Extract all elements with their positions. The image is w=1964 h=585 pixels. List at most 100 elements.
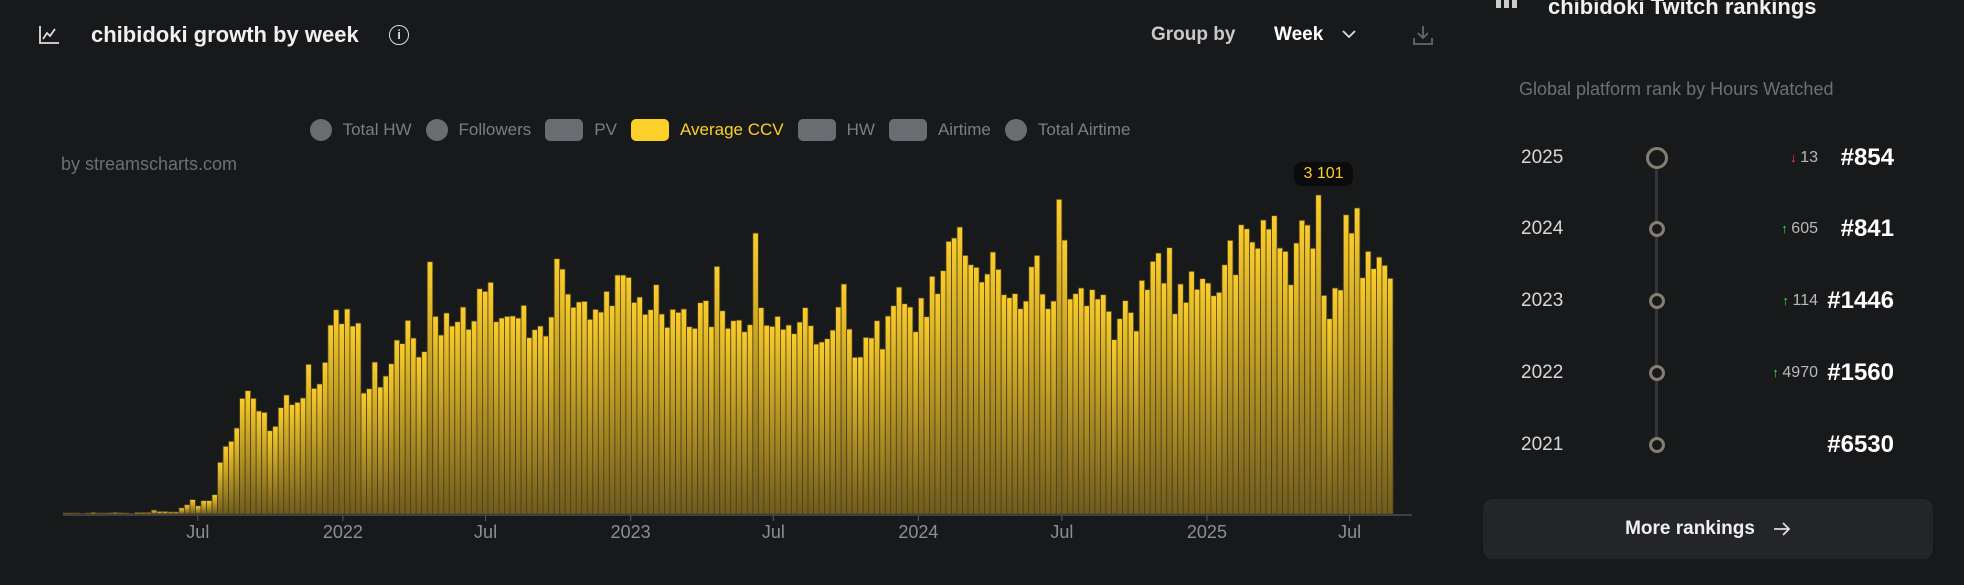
bar[interactable] xyxy=(884,315,892,515)
bar[interactable] xyxy=(355,322,362,515)
bar[interactable] xyxy=(730,320,737,515)
bar[interactable] xyxy=(1238,224,1245,515)
bar[interactable] xyxy=(691,327,699,515)
bar[interactable] xyxy=(537,325,544,515)
bar[interactable] xyxy=(95,512,103,515)
bar[interactable] xyxy=(879,348,886,515)
bar[interactable] xyxy=(327,324,334,515)
bar[interactable] xyxy=(978,281,986,515)
bar[interactable] xyxy=(735,319,743,515)
bar[interactable] xyxy=(1138,279,1146,515)
bar[interactable] xyxy=(178,507,185,515)
chevron-down-icon[interactable] xyxy=(1340,27,1358,41)
bar[interactable] xyxy=(250,397,257,515)
bar[interactable] xyxy=(217,461,224,515)
bar[interactable] xyxy=(586,318,594,515)
bar[interactable] xyxy=(1171,313,1179,515)
bar[interactable] xyxy=(161,511,169,515)
bar[interactable] xyxy=(1039,293,1046,515)
bar[interactable] xyxy=(846,328,853,515)
bar[interactable] xyxy=(570,306,577,515)
bar[interactable] xyxy=(1033,254,1041,515)
bar[interactable] xyxy=(1149,260,1157,515)
bar[interactable] xyxy=(344,308,351,515)
bar[interactable] xyxy=(636,296,643,515)
bar[interactable] xyxy=(84,512,91,515)
bar[interactable] xyxy=(746,324,754,515)
bar[interactable] xyxy=(1265,228,1272,515)
bar[interactable] xyxy=(923,316,930,515)
bar[interactable] xyxy=(785,324,792,515)
bar[interactable] xyxy=(658,313,665,515)
bar[interactable] xyxy=(90,512,97,515)
bar[interactable] xyxy=(780,328,787,515)
bar[interactable] xyxy=(1160,282,1168,515)
bar[interactable] xyxy=(940,270,947,515)
bar[interactable] xyxy=(614,274,621,515)
bar[interactable] xyxy=(619,274,627,515)
bar[interactable] xyxy=(338,323,345,515)
bar[interactable] xyxy=(1105,310,1112,515)
bar[interactable] xyxy=(768,325,776,515)
bar[interactable] xyxy=(73,512,80,515)
bar[interactable] xyxy=(675,311,682,515)
bar[interactable] xyxy=(553,258,561,515)
bar[interactable] xyxy=(1116,318,1123,515)
bar[interactable] xyxy=(752,232,759,515)
bar[interactable] xyxy=(305,363,312,515)
bar[interactable] xyxy=(1011,293,1019,515)
bar[interactable] xyxy=(244,390,252,515)
bar[interactable] xyxy=(1044,308,1052,515)
bar[interactable] xyxy=(653,284,660,515)
more-rankings-button[interactable]: More rankings xyxy=(1483,499,1933,559)
info-icon[interactable]: i xyxy=(389,25,409,45)
bar[interactable] xyxy=(150,509,158,515)
bar[interactable] xyxy=(851,356,859,515)
bar[interactable] xyxy=(487,281,494,515)
bar[interactable] xyxy=(410,337,417,515)
bar[interactable] xyxy=(945,240,952,515)
bar[interactable] xyxy=(802,307,809,515)
download-icon[interactable] xyxy=(1412,24,1434,46)
bar[interactable] xyxy=(101,512,108,515)
bar[interactable] xyxy=(603,290,610,515)
bar[interactable] xyxy=(228,440,235,515)
bar[interactable] xyxy=(1337,289,1344,515)
bar[interactable] xyxy=(1287,284,1295,515)
legend-item[interactable]: PV xyxy=(545,119,617,141)
bar[interactable] xyxy=(813,343,820,515)
bar[interactable] xyxy=(1365,250,1372,515)
bar[interactable] xyxy=(172,511,180,515)
bar[interactable] xyxy=(741,331,748,515)
bar[interactable] xyxy=(1177,283,1184,515)
bar[interactable] xyxy=(608,305,616,515)
bar[interactable] xyxy=(791,333,798,515)
bar[interactable] xyxy=(890,305,897,515)
legend-item[interactable]: Total Airtime xyxy=(1004,119,1130,141)
bar[interactable] xyxy=(934,293,941,515)
bar[interactable] xyxy=(592,308,599,515)
bar[interactable] xyxy=(973,266,980,515)
bar[interactable] xyxy=(520,304,527,515)
bar[interactable] xyxy=(426,261,434,515)
bar[interactable] xyxy=(1315,194,1322,515)
legend-item[interactable]: Average CCV xyxy=(630,119,784,141)
bar[interactable] xyxy=(399,343,406,515)
bar[interactable] xyxy=(421,351,428,515)
bar[interactable] xyxy=(112,512,119,515)
bar[interactable] xyxy=(895,286,903,515)
bar[interactable] xyxy=(669,308,676,515)
bar[interactable] xyxy=(1387,277,1394,515)
bar[interactable] xyxy=(1050,300,1057,515)
legend-item[interactable]: Followers xyxy=(425,119,531,141)
bar[interactable] xyxy=(470,320,478,515)
bar[interactable] xyxy=(697,302,704,515)
legend-item[interactable]: Airtime xyxy=(888,119,991,141)
bar[interactable] xyxy=(1254,247,1261,515)
bar[interactable] xyxy=(1006,297,1013,515)
bar[interactable] xyxy=(195,505,202,515)
bar[interactable] xyxy=(1232,274,1239,515)
bar[interactable] xyxy=(581,300,588,515)
bar[interactable] xyxy=(929,275,936,515)
bar[interactable] xyxy=(1122,300,1129,515)
